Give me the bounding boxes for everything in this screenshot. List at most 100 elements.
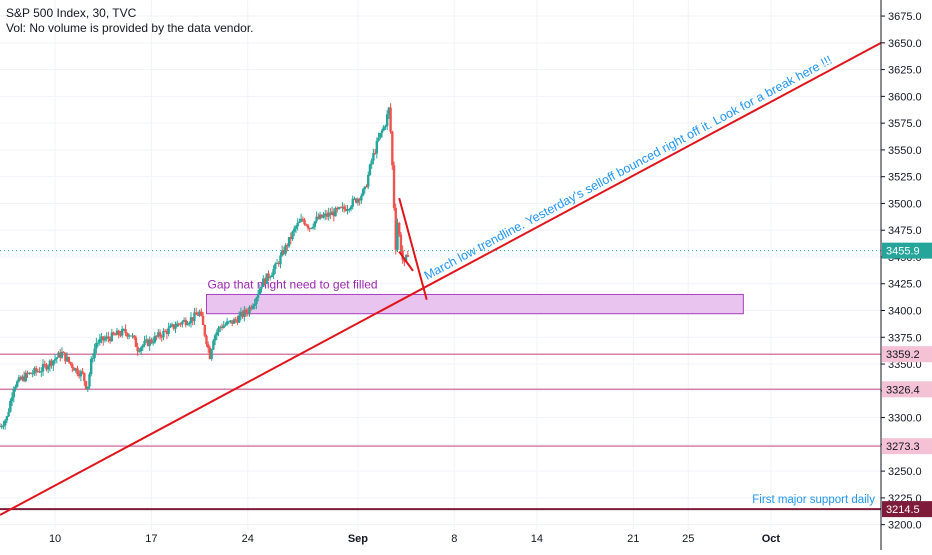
- candle-body: [215, 332, 219, 336]
- support-annotation: First major support daily: [752, 494, 875, 506]
- candle-body: [280, 250, 284, 256]
- x-tick-label: Oct: [762, 533, 781, 545]
- candle-body: [354, 198, 358, 203]
- candle-body: [389, 107, 392, 132]
- candle-body: [270, 275, 274, 277]
- candle-body: [394, 207, 397, 250]
- candle-body: [210, 349, 213, 359]
- candle-body: [236, 319, 239, 323]
- candle-body: [119, 334, 122, 336]
- drawn-segment: [398, 251, 414, 272]
- candle-body: [158, 332, 162, 337]
- candle-body: [67, 356, 71, 362]
- volume-note: Vol: No volume is provided by the data v…: [6, 21, 254, 35]
- candle-body: [151, 342, 155, 344]
- candle-body: [311, 226, 315, 228]
- trendline: [0, 41, 882, 516]
- level-price-tag-bg: [882, 381, 932, 398]
- level-price-tag-bg: [882, 346, 932, 363]
- candle-body: [89, 358, 93, 375]
- candle-body: [212, 340, 215, 350]
- candle-body: [404, 255, 408, 262]
- price-series: [0, 103, 410, 430]
- candle-body: [373, 152, 377, 154]
- candle-body: [293, 228, 296, 232]
- chart-legend: S&P 500 Index, 30, TVC Vol: No volume is…: [6, 6, 253, 36]
- candle-body: [96, 342, 100, 344]
- candle-body: [275, 262, 279, 264]
- gap-box-label: Gap that might need to get filled: [207, 277, 377, 291]
- candle-body: [181, 321, 184, 325]
- y-tick-label: 3600.0: [888, 91, 922, 103]
- candle-body: [399, 234, 403, 251]
- candle-body: [145, 339, 148, 341]
- candle-body: [138, 351, 141, 353]
- time-axis[interactable]: 10 17 24 Sep 8 14 21 25 Oct: [49, 533, 780, 545]
- candle-body: [53, 359, 57, 361]
- candle-body: [34, 368, 38, 372]
- candle-body: [368, 164, 372, 175]
- candle-body: [324, 213, 327, 216]
- candle-body: [318, 214, 322, 219]
- support-price-tag-bg: [882, 501, 932, 518]
- candle-body: [203, 325, 206, 336]
- candle-body: [62, 351, 65, 353]
- candle-body: [65, 356, 69, 362]
- candle-body: [384, 126, 387, 128]
- candle-body: [287, 237, 291, 247]
- y-tick-label: 3375.0: [888, 332, 922, 344]
- candle-body: [255, 297, 258, 305]
- candle-body: [385, 114, 389, 127]
- candle-body: [122, 329, 126, 331]
- candle-body: [246, 312, 249, 314]
- symbol-title[interactable]: S&P 500 Index, 30, TVC: [6, 6, 137, 20]
- candle-body: [182, 319, 186, 322]
- candle-body: [41, 364, 45, 372]
- candle-body: [351, 198, 354, 207]
- candle-body: [403, 259, 406, 262]
- candle-body: [5, 416, 9, 421]
- candle-body: [115, 330, 119, 336]
- candle-body: [19, 377, 22, 380]
- candle-body: [95, 342, 98, 349]
- y-tick-label: 3475.0: [888, 225, 922, 237]
- drawn-segment: [398, 197, 428, 301]
- y-tick-label: 3400.0: [888, 306, 922, 318]
- candle-body: [193, 312, 196, 321]
- y-tick-label: 3550.0: [888, 145, 922, 157]
- candle-body: [342, 206, 346, 210]
- candle-body: [77, 374, 81, 377]
- x-tick-label: 10: [49, 533, 61, 545]
- candle-body: [322, 215, 325, 218]
- candle-body: [114, 334, 117, 336]
- candle-body: [71, 363, 74, 368]
- candle-body: [267, 273, 270, 279]
- candle-body: [325, 213, 329, 217]
- candle-body: [370, 160, 373, 165]
- candle-body: [327, 212, 330, 217]
- candle-body: [40, 371, 43, 373]
- candle-body: [274, 263, 277, 270]
- candle-body: [100, 336, 103, 339]
- horizontal-levels: [0, 353, 881, 511]
- candle-body: [74, 368, 77, 371]
- candle-body: [21, 376, 24, 380]
- candle-body: [55, 357, 58, 360]
- candle-body: [160, 336, 163, 338]
- candle-body: [234, 319, 237, 321]
- candle-body: [313, 221, 317, 227]
- candle-body: [205, 335, 208, 345]
- candle-body: [86, 386, 89, 389]
- x-tick-label: 21: [627, 533, 639, 545]
- candle-body: [143, 340, 146, 346]
- price-tags: 3359.2 3326.4 3273.3 3214.5 3455.9: [882, 242, 932, 518]
- candle-body: [91, 357, 95, 359]
- candle-body: [361, 189, 365, 196]
- candle-body: [396, 222, 399, 250]
- candle-body: [294, 226, 298, 229]
- candle-body: [172, 324, 175, 329]
- candle-body: [360, 195, 363, 201]
